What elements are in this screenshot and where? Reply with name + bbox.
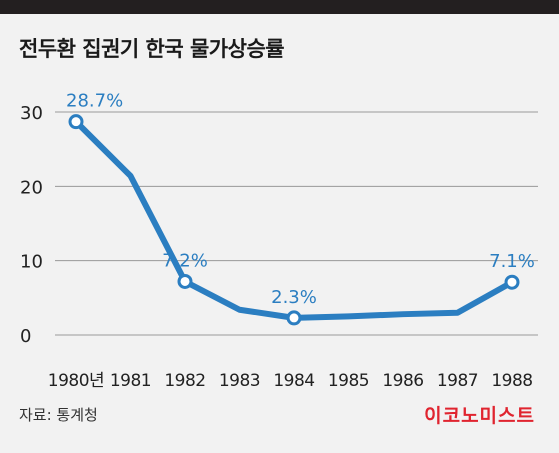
chart-title: 전두환 집권기 한국 물가상승률 [19, 37, 285, 61]
data-label: 28.7% [66, 91, 123, 112]
x-tick-label: 1982 [164, 371, 205, 391]
source-note: 자료: 통계청 [19, 406, 98, 424]
x-tick-label: 1983 [219, 371, 260, 391]
x-tick-label: 1981 [110, 371, 151, 391]
data-label: 7.2% [162, 250, 208, 271]
x-tick-label: 1980년 [48, 371, 104, 391]
data-point-marker [177, 273, 193, 289]
y-tick-label: 20 [20, 177, 43, 198]
x-tick-label: 1984 [273, 371, 314, 391]
data-point-marker [286, 310, 302, 326]
brand-logo: 이코노미스트 [424, 405, 535, 427]
y-tick-label: 0 [20, 326, 31, 347]
data-label: 2.3% [271, 287, 317, 308]
data-label: 7.1% [489, 251, 535, 272]
y-tick-label: 30 [20, 103, 43, 124]
y-tick-label: 10 [20, 252, 43, 273]
top-bar [0, 0, 559, 14]
data-point-marker [68, 114, 84, 130]
x-tick-label: 1986 [382, 371, 423, 391]
x-tick-label: 1988 [491, 371, 532, 391]
data-point-marker [504, 274, 520, 290]
x-tick-label: 1987 [437, 371, 478, 391]
x-tick-label: 1985 [328, 371, 369, 391]
